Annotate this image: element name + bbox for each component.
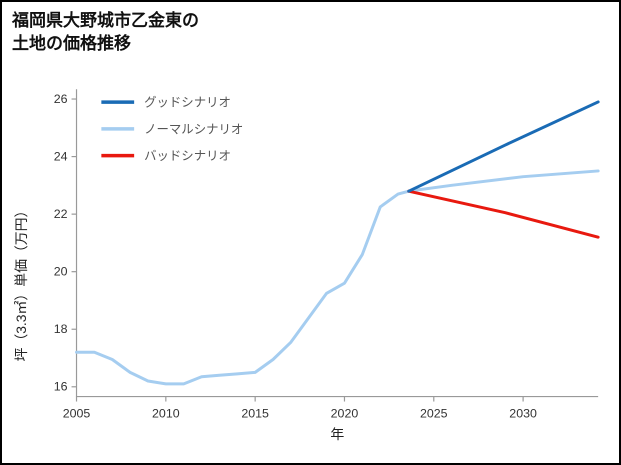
series-line <box>75 169 600 386</box>
x-tick-label: 2005 <box>63 406 91 420</box>
series-line <box>407 189 600 239</box>
legend-label: ノーマルシナリオ <box>144 122 243 136</box>
x-tick-label: 2010 <box>152 406 180 420</box>
y-tick-label: 26 <box>54 92 68 106</box>
y-tick-label: 18 <box>54 322 68 336</box>
chart-title: 福岡県大野城市乙金東の 土地の価格推移 <box>12 11 199 53</box>
y-tick-label: 16 <box>54 380 68 394</box>
x-tick-label: 2030 <box>509 406 537 420</box>
x-tick-label: 2015 <box>241 406 269 420</box>
x-axis-label: 年 <box>330 426 344 442</box>
y-tick-label: 24 <box>54 150 68 164</box>
legend-label: グッドシナリオ <box>144 96 231 110</box>
x-tick-label: 2020 <box>331 406 359 420</box>
series-line <box>407 100 600 193</box>
y-tick-label: 22 <box>54 207 68 221</box>
legend-label: バッドシナリオ <box>144 149 231 163</box>
y-tick-label: 20 <box>54 265 68 279</box>
x-tick-label: 2025 <box>420 406 448 420</box>
y-axis-label: 坪（3.3㎡）単価（万円） <box>13 204 29 362</box>
